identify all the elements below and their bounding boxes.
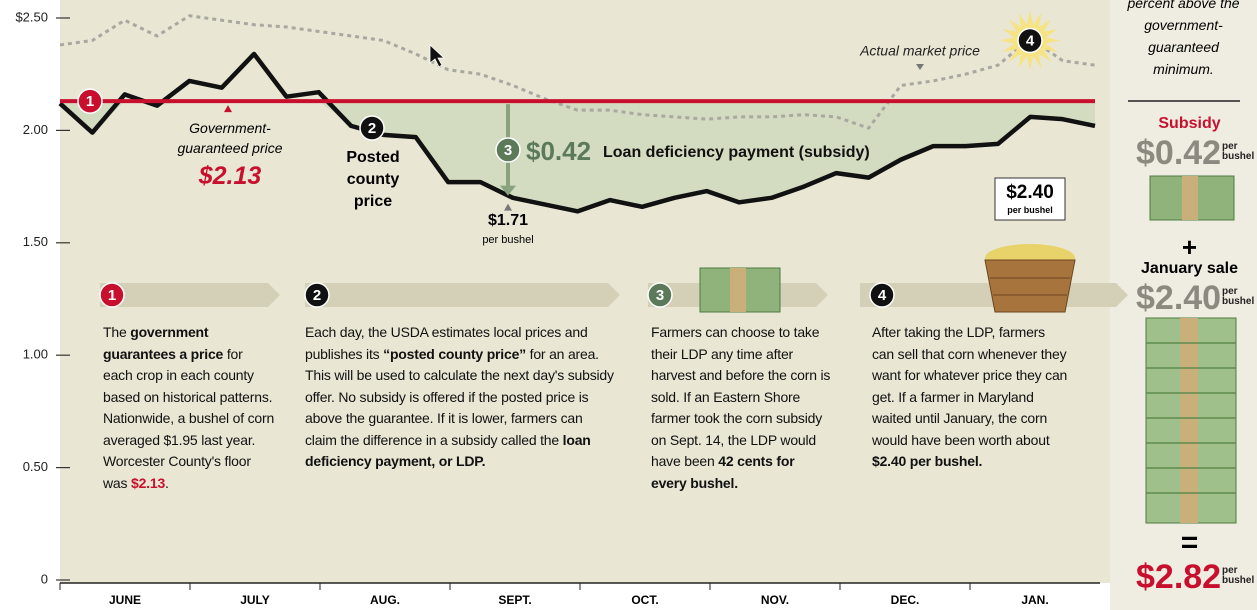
text: The bbox=[103, 324, 130, 340]
step-marker-label: 4 bbox=[1026, 32, 1035, 49]
sale-value: $2.40 bbox=[1136, 279, 1221, 318]
subsidy-label: Subsidy bbox=[1112, 115, 1257, 133]
text: . bbox=[165, 475, 169, 491]
x-tick-label: NOV. bbox=[761, 593, 789, 607]
y-tick-label: 1.00 bbox=[23, 347, 48, 362]
text: government- bbox=[1112, 14, 1255, 36]
y-tick-label: 2.00 bbox=[23, 122, 48, 137]
y-tick-label: $2.50 bbox=[15, 9, 48, 24]
basket-unit: per bushel bbox=[995, 205, 1065, 215]
text: After taking the LDP, farmers can sell t… bbox=[872, 324, 1067, 448]
step-number: 1 bbox=[108, 287, 116, 304]
subsidy-value: $0.42 bbox=[526, 136, 591, 166]
text: $2.40 per bushel. bbox=[872, 453, 982, 469]
x-tick-label: AUG. bbox=[370, 593, 400, 607]
equals: = bbox=[1112, 526, 1257, 560]
text: for each crop in each county based on hi… bbox=[103, 346, 274, 491]
market-label: Actual market price bbox=[859, 43, 980, 59]
low-value: $1.71 bbox=[460, 212, 556, 230]
sidebar-intro: percent above the government- guaranteed… bbox=[1112, 0, 1255, 80]
unit: per bushel bbox=[1222, 566, 1256, 586]
subsidy-label: Loan deficiency payment (subsidy) bbox=[603, 144, 870, 161]
text: minimum. bbox=[1112, 58, 1255, 80]
subsidy-value: $0.42 bbox=[1136, 134, 1221, 173]
text: Farmers can choose to take their LDP any… bbox=[651, 324, 830, 469]
x-tick-label: OCT. bbox=[631, 593, 658, 607]
unit: per bushel bbox=[1222, 142, 1256, 162]
y-tick-label: 1.50 bbox=[23, 234, 48, 249]
plus: + bbox=[1112, 232, 1257, 263]
x-tick-label: JUNE bbox=[109, 593, 141, 607]
total-value: $2.82 bbox=[1136, 558, 1221, 597]
guarantee-value: $2.13 bbox=[162, 162, 298, 191]
text: $2.13 bbox=[131, 475, 165, 491]
step-marker-label: 1 bbox=[86, 93, 94, 110]
step-number: 3 bbox=[656, 287, 664, 304]
y-tick-label: 0 bbox=[41, 571, 48, 586]
basket-value: $2.40 bbox=[995, 182, 1065, 204]
page: 0 0.50 1.00 1.50 2.00 $2.50 JUNE JULY AUG. SEPT. O… bbox=[0, 0, 1257, 610]
x-tick-label: DEC. bbox=[891, 593, 920, 607]
step-number: 2 bbox=[313, 287, 321, 304]
x-tick-label: SEPT. bbox=[498, 593, 531, 607]
unit: per bushel bbox=[1222, 287, 1256, 307]
step-text: The government guarantees a price for ea… bbox=[103, 322, 275, 494]
step-marker-label: 2 bbox=[368, 120, 376, 137]
step-text: Each day, the USDA estimates local price… bbox=[305, 322, 617, 473]
step-text: After taking the LDP, farmers can sell t… bbox=[872, 322, 1068, 473]
x-tick-label: JULY bbox=[240, 593, 270, 607]
posted-label: Posted county price bbox=[340, 147, 406, 213]
y-tick-label: 0.50 bbox=[23, 459, 48, 474]
step-marker-label: 3 bbox=[504, 142, 512, 159]
text: percent above the bbox=[1112, 0, 1255, 14]
sale-label: January sale bbox=[1112, 260, 1257, 278]
x-tick-label: JAN. bbox=[1021, 593, 1048, 607]
step-text: Farmers can choose to take their LDP any… bbox=[651, 322, 833, 494]
guarantee-label: Government-guaranteed price bbox=[162, 118, 298, 158]
text: guaranteed bbox=[1112, 36, 1255, 58]
low-unit: per bushel bbox=[460, 234, 556, 246]
step-number: 4 bbox=[878, 287, 887, 304]
text: “posted county price” bbox=[383, 346, 526, 362]
chart: 0 0.50 1.00 1.50 2.00 $2.50 JUNE JULY AUG. SEPT. O… bbox=[0, 0, 1257, 610]
